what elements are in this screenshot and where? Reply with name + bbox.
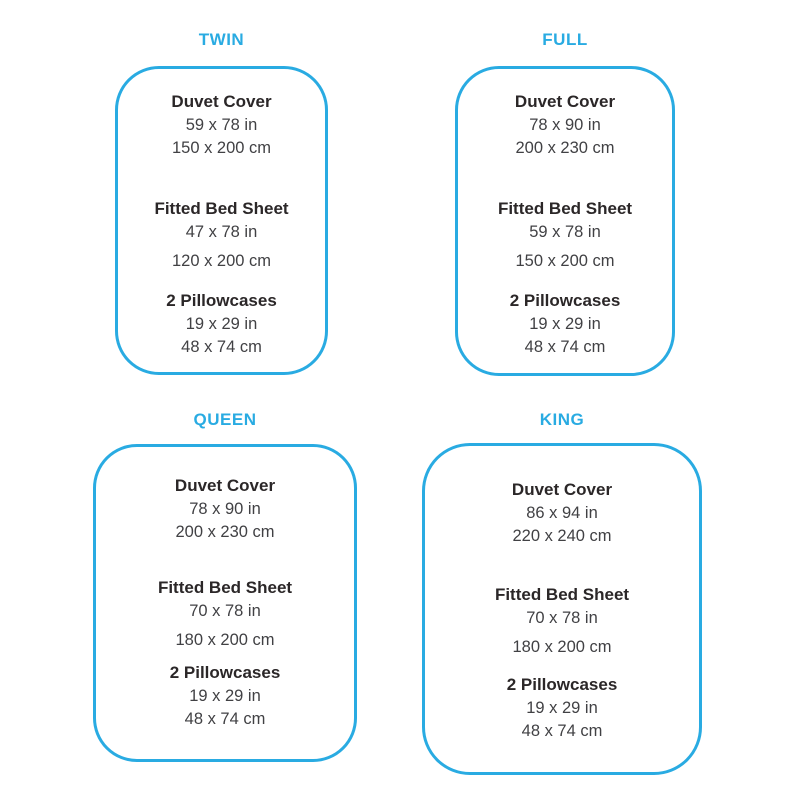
item-size-cm: 180 x 200 cm [512,638,612,656]
item-size-inches: 70 x 78 in [526,609,598,627]
duvet-cover-section: Duvet Cover 78 x 90 in 200 x 230 cm [96,474,354,544]
pillowcases-section: 2 Pillowcases 19 x 29 in 48 x 74 cm [458,289,672,359]
pillowcases-section: 2 Pillowcases 19 x 29 in 48 x 74 cm [96,661,354,731]
item-size-cm: 48 x 74 cm [184,710,266,728]
item-label: Fitted Bed Sheet [154,199,289,218]
item-size-cm: 200 x 230 cm [175,523,275,541]
fitted-sheet-section: Fitted Bed Sheet 47 x 78 in 120 x 200 cm [118,197,325,273]
panel-title-queen: QUEEN [193,410,257,429]
item-size-cm: 150 x 200 cm [515,252,615,270]
item-label: Duvet Cover [511,480,613,499]
item-label: Duvet Cover [174,476,276,495]
item-size-inches: 78 x 90 in [189,500,261,518]
item-size-inches: 19 x 29 in [185,315,258,333]
fitted-sheet-section: Fitted Bed Sheet 70 x 78 in 180 x 200 cm [425,583,699,659]
panel-title-king: KING [539,410,585,429]
item-size-inches: 47 x 78 in [185,223,258,241]
item-size-cm: 150 x 200 cm [171,139,272,157]
item-size-cm: 48 x 74 cm [181,338,262,356]
item-label: Fitted Bed Sheet [494,585,630,604]
item-size-cm: 48 x 74 cm [521,722,603,740]
size-box-twin: Duvet Cover 59 x 78 in 150 x 200 cm Fitt… [115,66,328,375]
item-size-cm: 220 x 240 cm [512,527,612,545]
duvet-cover-section: Duvet Cover 86 x 94 in 220 x 240 cm [425,478,699,548]
fitted-sheet-section: Fitted Bed Sheet 70 x 78 in 180 x 200 cm [96,576,354,652]
pillowcases-section: 2 Pillowcases 19 x 29 in 48 x 74 cm [425,673,699,743]
item-size-cm: 48 x 74 cm [524,338,606,356]
panel-title-twin: TWIN [198,30,245,49]
duvet-cover-section: Duvet Cover 59 x 78 in 150 x 200 cm [118,90,325,160]
size-panel-twin: TWIN Duvet Cover 59 x 78 in 150 x 200 cm… [115,30,328,375]
duvet-cover-section: Duvet Cover 78 x 90 in 200 x 230 cm [458,90,672,160]
panel-title-full: FULL [542,30,588,49]
item-size-inches: 19 x 29 in [526,699,598,717]
item-label: 2 Pillowcases [506,675,618,694]
item-label: Duvet Cover [171,92,272,111]
item-size-cm: 200 x 230 cm [515,139,615,157]
size-panel-full: FULL Duvet Cover 78 x 90 in 200 x 230 cm… [455,30,675,376]
item-size-inches: 19 x 29 in [529,315,601,333]
size-box-king: Duvet Cover 86 x 94 in 220 x 240 cm Fitt… [422,443,702,775]
size-panel-queen: QUEEN Duvet Cover 78 x 90 in 200 x 230 c… [93,410,357,762]
item-label: 2 Pillowcases [169,663,281,682]
item-label: Fitted Bed Sheet [157,578,293,597]
item-size-cm: 120 x 200 cm [171,252,272,270]
item-label: 2 Pillowcases [509,291,621,310]
item-size-cm: 180 x 200 cm [175,631,275,649]
item-label: 2 Pillowcases [166,291,277,310]
item-size-inches: 86 x 94 in [526,504,598,522]
size-box-full: Duvet Cover 78 x 90 in 200 x 230 cm Fitt… [455,66,675,376]
size-box-queen: Duvet Cover 78 x 90 in 200 x 230 cm Fitt… [93,444,357,762]
pillowcases-section: 2 Pillowcases 19 x 29 in 48 x 74 cm [118,289,325,359]
item-size-inches: 70 x 78 in [189,602,261,620]
item-size-inches: 59 x 78 in [529,223,601,241]
item-size-inches: 59 x 78 in [185,116,258,134]
size-panel-king: KING Duvet Cover 86 x 94 in 220 x 240 cm… [422,410,702,775]
item-size-inches: 19 x 29 in [189,687,261,705]
item-label: Duvet Cover [514,92,616,111]
item-size-inches: 78 x 90 in [529,116,601,134]
fitted-sheet-section: Fitted Bed Sheet 59 x 78 in 150 x 200 cm [458,197,672,273]
item-label: Fitted Bed Sheet [497,199,633,218]
